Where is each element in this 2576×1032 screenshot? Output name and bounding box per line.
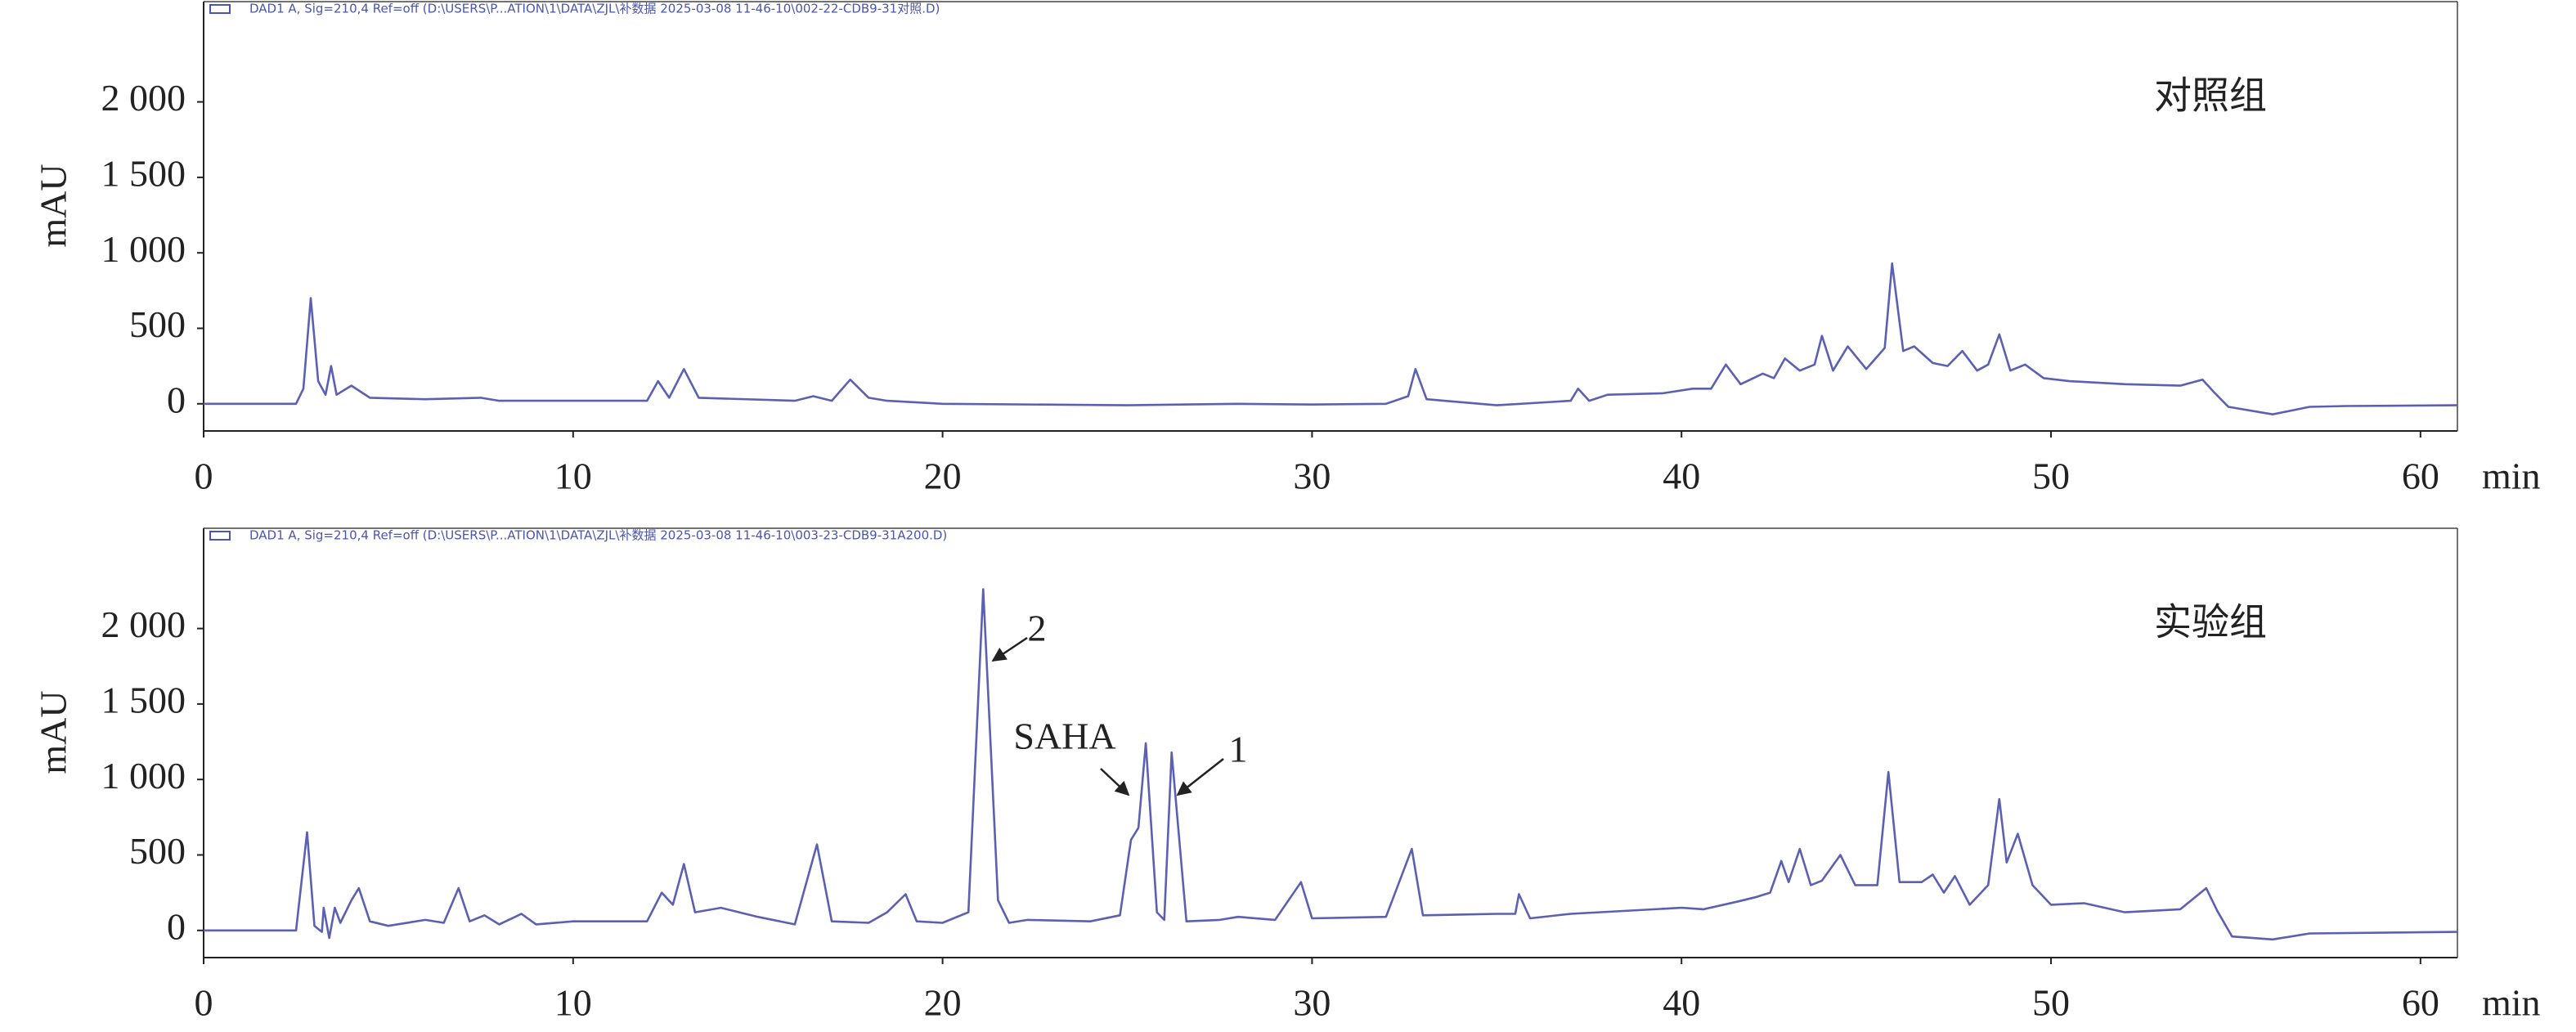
y-tick-label: 1 500 xyxy=(101,152,186,194)
x-tick-label: 40 xyxy=(1663,455,1700,497)
x-tick-label: 60 xyxy=(2402,455,2439,497)
group-label: 对照组 xyxy=(2154,75,2267,117)
y-tick-label: 1 500 xyxy=(101,679,186,720)
x-tick-label: 10 xyxy=(554,982,592,1024)
x-tick-label: 30 xyxy=(1293,455,1331,497)
y-axis-label: mAU xyxy=(33,164,74,247)
x-tick-label: 0 xyxy=(195,455,213,497)
x-tick-label: 40 xyxy=(1663,982,1700,1024)
y-tick-label: 1 000 xyxy=(101,755,186,796)
annotation-arrow xyxy=(1100,768,1130,796)
y-tick-label: 1 000 xyxy=(101,228,186,270)
x-tick-label: 20 xyxy=(924,982,962,1024)
y-axis-label: mAU xyxy=(33,690,74,774)
peak-annotation: 1 xyxy=(1229,729,1248,770)
x-tick-label: 50 xyxy=(2032,982,2070,1024)
peak-annotation: 2 xyxy=(1028,608,1047,649)
chromatogram-line xyxy=(204,588,2458,941)
x-tick-label: 20 xyxy=(924,455,962,497)
peak-annotation: SAHA xyxy=(1013,716,1115,757)
x-tick-label: 0 xyxy=(195,982,213,1024)
chromatogram-line xyxy=(204,262,2458,415)
y-tick-label: 2 000 xyxy=(101,603,186,645)
y-tick-label: 500 xyxy=(129,830,186,872)
y-tick-label: 500 xyxy=(129,303,186,345)
x-tick-label: 60 xyxy=(2402,982,2439,1024)
header-icon xyxy=(209,4,231,14)
annotation-arrow xyxy=(991,636,1028,662)
group-label: 实验组 xyxy=(2154,602,2267,644)
header-icon xyxy=(209,531,231,541)
y-tick-label: 0 xyxy=(167,379,186,420)
y-tick-label: 2 000 xyxy=(101,77,186,119)
header-text: DAD1 A, Sig=210,4 Ref=off (D:\USERS\P...… xyxy=(249,528,947,543)
x-axis-label: min xyxy=(2482,455,2541,497)
x-axis-label: min xyxy=(2482,982,2541,1024)
x-tick-label: 30 xyxy=(1293,982,1331,1024)
y-tick-label: 0 xyxy=(167,905,186,947)
x-tick-label: 10 xyxy=(554,455,592,497)
annotation-arrow xyxy=(1176,758,1224,796)
x-tick-label: 50 xyxy=(2032,455,2070,497)
header-text: DAD1 A, Sig=210,4 Ref=off (D:\USERS\P...… xyxy=(249,2,940,16)
